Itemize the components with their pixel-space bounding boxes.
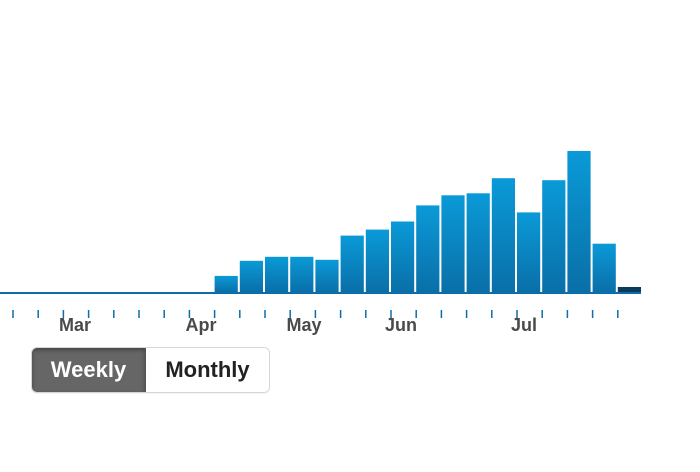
- bar-week-25: [617, 287, 641, 292]
- x-axis-labels: Mar Apr May Jun Jul: [59, 315, 537, 335]
- bar-week-15: [365, 229, 389, 292]
- period-toggle: Weekly Monthly: [31, 347, 270, 393]
- bar-week-11: [265, 256, 289, 293]
- bar-week-13: [315, 259, 339, 292]
- bar-week-17: [416, 205, 440, 292]
- bar-week-9: [214, 275, 238, 292]
- bar-week-19: [466, 193, 490, 292]
- x-tick-label-mar: Mar: [59, 315, 91, 335]
- x-tick-label-may: May: [286, 315, 321, 335]
- monthly-button[interactable]: Monthly: [146, 348, 269, 392]
- bar-week-16: [391, 221, 415, 292]
- x-tick-label-jul: Jul: [511, 315, 537, 335]
- bar-week-14: [340, 235, 364, 292]
- bar-week-10: [239, 260, 263, 292]
- x-axis-ticks: [12, 310, 619, 318]
- x-tick-label-jun: Jun: [385, 315, 417, 335]
- x-tick-label-apr: Apr: [186, 315, 217, 335]
- bar-week-23: [567, 151, 591, 292]
- bar-week-18: [441, 195, 465, 292]
- weekly-button[interactable]: Weekly: [32, 348, 146, 392]
- bar-week-20: [491, 178, 515, 292]
- bar-week-21: [517, 212, 541, 292]
- bar-week-22: [542, 180, 566, 292]
- bar-week-12: [290, 256, 314, 293]
- bars: [214, 151, 641, 293]
- bar-week-24: [592, 243, 616, 292]
